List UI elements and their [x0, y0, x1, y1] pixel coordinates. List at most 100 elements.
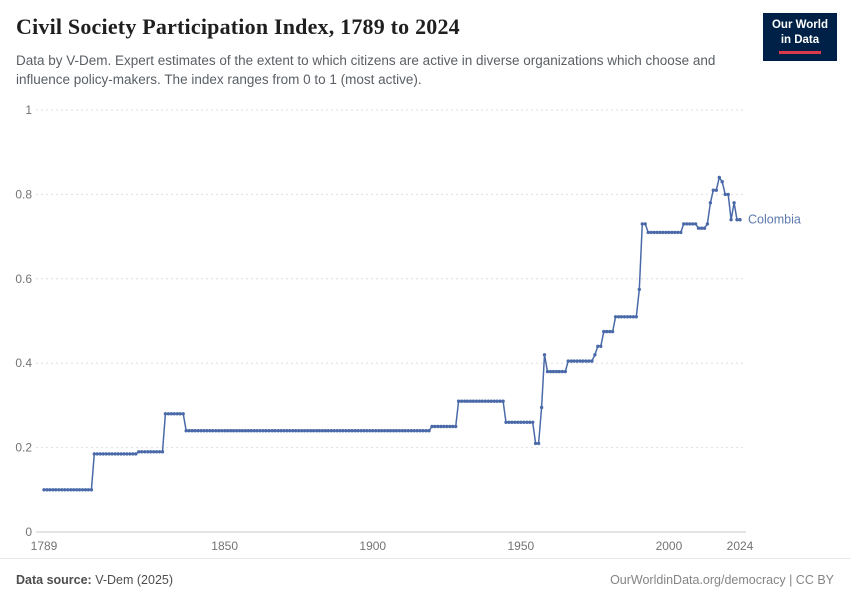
data-point [356, 429, 360, 433]
data-point [522, 420, 526, 424]
data-point [575, 359, 579, 363]
data-point [371, 429, 375, 433]
data-point [649, 230, 653, 235]
data-point [190, 429, 194, 433]
data-point [735, 218, 739, 222]
data-point [655, 230, 659, 235]
data-point [365, 429, 369, 433]
data-point [335, 429, 339, 433]
data-point [131, 452, 135, 456]
y-tick-label: 0.4 [15, 356, 32, 370]
data-point [622, 315, 627, 319]
data-point [406, 429, 410, 433]
data-point [71, 488, 76, 492]
data-point [451, 424, 455, 429]
data-point [89, 488, 94, 492]
data-point [107, 452, 111, 456]
data-point [270, 429, 274, 433]
data-point [237, 429, 242, 433]
data-point [699, 226, 704, 230]
data-point [282, 429, 286, 433]
data-point [415, 429, 419, 433]
y-tick-label: 1 [25, 103, 32, 117]
data-point [252, 429, 256, 433]
data-point [347, 429, 351, 433]
data-point [338, 429, 342, 433]
data-point [658, 230, 662, 235]
data-point [531, 420, 535, 424]
data-point [676, 230, 680, 235]
data-point [98, 452, 103, 456]
data-point [720, 180, 724, 184]
data-point [430, 424, 434, 429]
data-point [516, 420, 520, 424]
data-point [723, 192, 727, 197]
data-point [125, 452, 129, 456]
footer-link[interactable]: OurWorldinData.org/democracy [610, 572, 786, 587]
data-point [572, 359, 576, 363]
data-point [157, 450, 162, 454]
data-point [178, 412, 182, 416]
data-point [104, 452, 108, 456]
data-point [584, 359, 588, 363]
data-point [391, 429, 396, 433]
footer-license: CC BY [795, 572, 834, 587]
data-point [690, 222, 695, 226]
series-label-colombia[interactable]: Colombia [748, 213, 801, 227]
data-point [187, 429, 191, 433]
data-point [468, 399, 473, 403]
data-point [459, 399, 464, 403]
data-point [732, 201, 736, 205]
data-point [643, 222, 647, 226]
data-point [199, 429, 203, 433]
data-point [427, 429, 431, 433]
y-tick-label: 0.8 [15, 187, 32, 201]
data-point [113, 452, 117, 456]
data-point [285, 429, 289, 433]
data-point [688, 222, 692, 226]
data-point [729, 218, 733, 222]
data-point [208, 429, 212, 433]
data-point [314, 429, 319, 433]
data-source-value: V-Dem (2025) [91, 572, 174, 587]
owid-logo[interactable]: Our World in Data [762, 13, 837, 61]
data-point [214, 429, 218, 433]
data-point [602, 329, 606, 334]
data-point [717, 175, 721, 180]
owid-logo-red-bar [778, 50, 821, 54]
data-point [578, 359, 582, 363]
data-point [240, 429, 245, 433]
data-point [288, 429, 292, 433]
data-point [95, 452, 100, 456]
data-point [628, 315, 633, 319]
data-point [276, 429, 280, 433]
data-point [211, 429, 215, 433]
data-point [519, 420, 523, 424]
data-point [397, 429, 402, 433]
data-point [696, 226, 701, 230]
data-point [308, 429, 313, 433]
data-point [163, 412, 168, 416]
data-point [350, 429, 354, 433]
data-point [705, 222, 710, 226]
data-point [329, 429, 333, 433]
data-point [297, 429, 301, 433]
data-point [436, 424, 440, 429]
data-point [474, 399, 479, 403]
data-point [525, 420, 529, 424]
data-point [255, 429, 259, 433]
data-point [205, 429, 209, 433]
data-point [738, 218, 742, 222]
data-point [54, 488, 58, 492]
data-point [462, 399, 467, 403]
chart-title: Civil Society Participation Index, 1789 … [16, 14, 460, 39]
data-point [714, 188, 718, 192]
data-point [554, 369, 559, 374]
data-point [608, 329, 612, 334]
data-point [202, 429, 206, 433]
data-point [489, 399, 493, 403]
y-tick-label: 0.6 [15, 272, 32, 286]
data-point [217, 429, 221, 433]
data-point [92, 452, 97, 456]
data-point [631, 315, 636, 319]
